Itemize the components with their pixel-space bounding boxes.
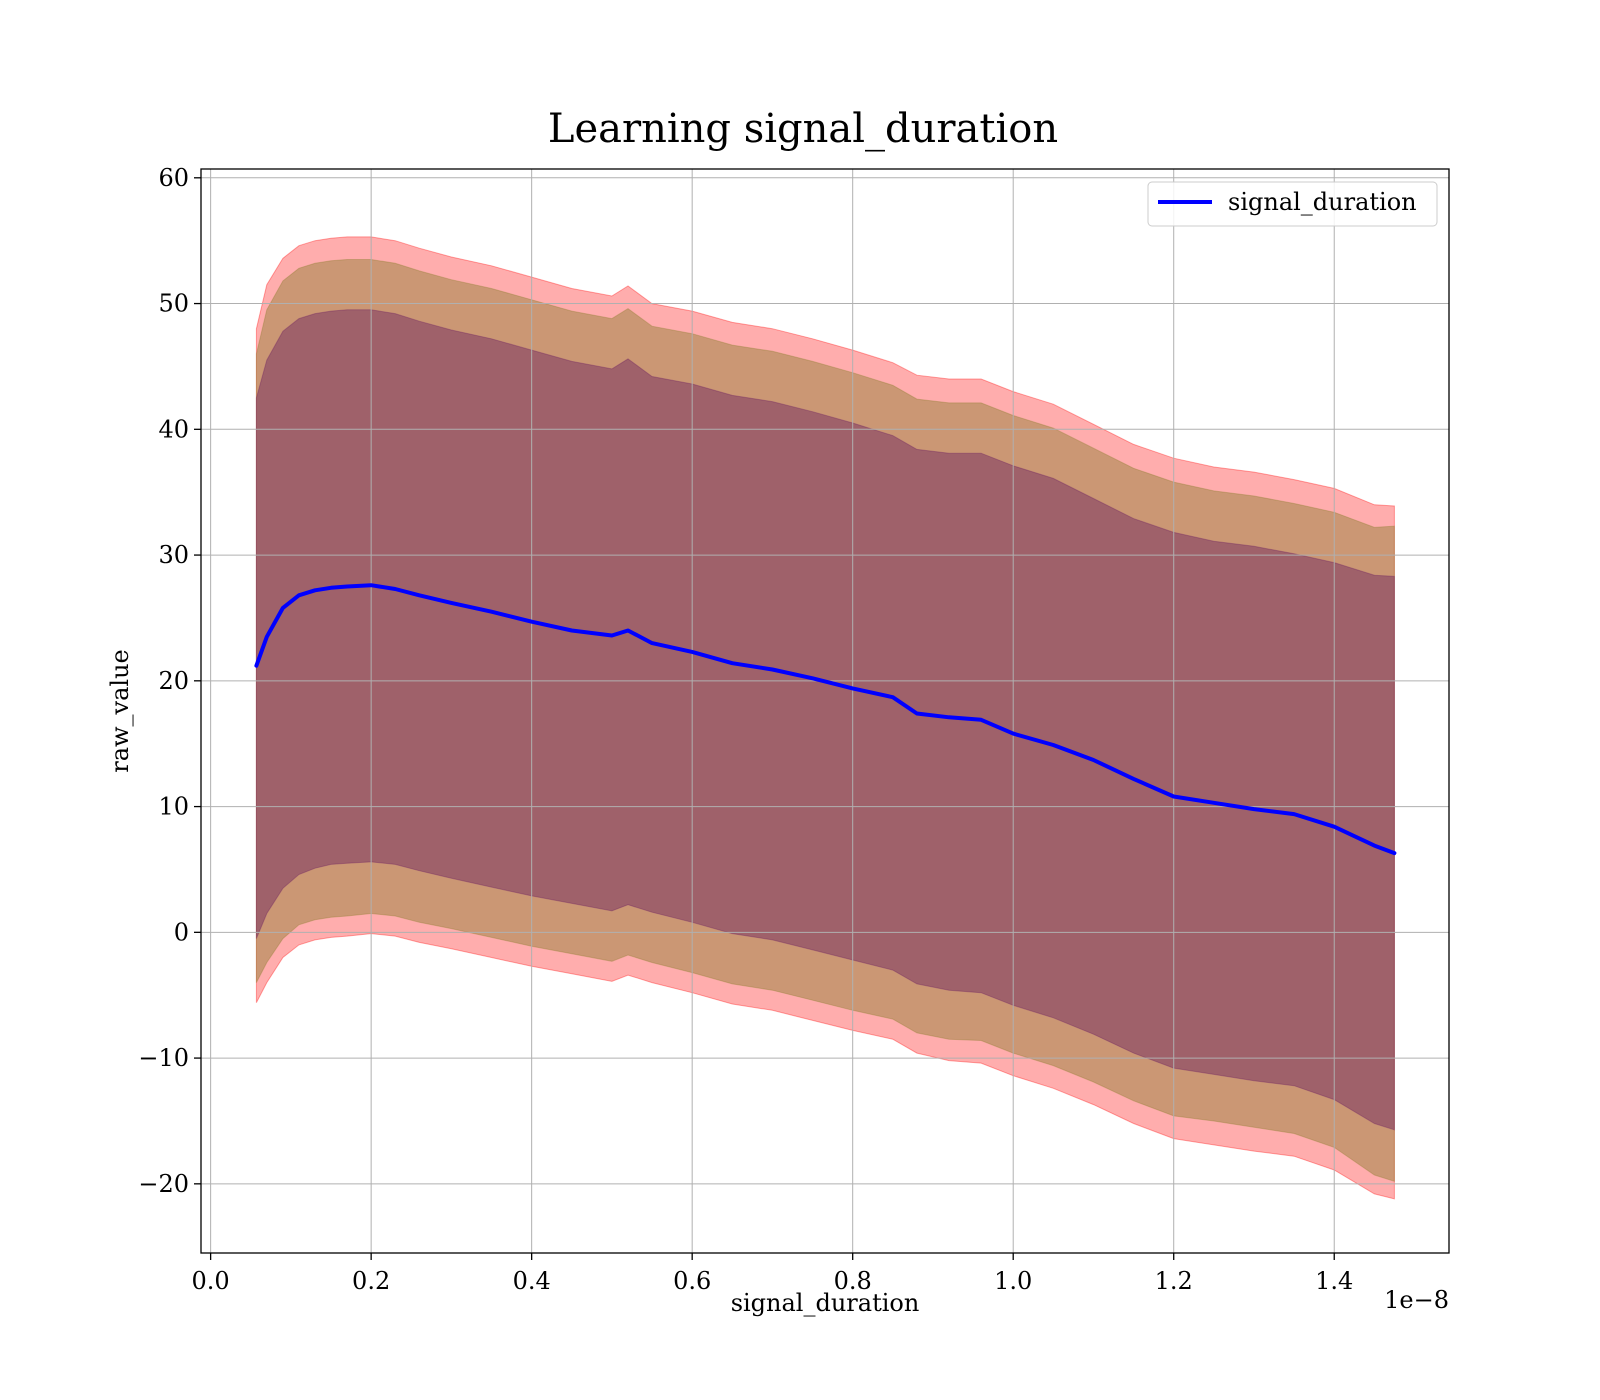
y-tick-label: 20 [158, 667, 189, 695]
band-3-sigma [255, 236, 1395, 1200]
x-offset-label: 1e−8 [1384, 1286, 1449, 1314]
legend: signal_duration [1147, 181, 1438, 227]
x-tick-label: 1.2 [1155, 1267, 1193, 1295]
y-tick-label: 40 [158, 415, 189, 443]
x-axis-label: signal_duration [731, 1289, 920, 1317]
y-tick-label: 60 [158, 164, 189, 192]
x-tick-label: 1.4 [1315, 1267, 1353, 1295]
y-tick-label: 10 [158, 793, 189, 821]
x-tick-label: 0.8 [834, 1267, 872, 1295]
x-tick-label: 0.2 [352, 1267, 390, 1295]
confidence-bands [255, 236, 1395, 1200]
band-1-sigma [255, 309, 1395, 1131]
chart-title: Learning signal_duration [548, 106, 1058, 152]
x-tick-label: 0.4 [513, 1267, 551, 1295]
x-tick-label: 0.0 [192, 1267, 230, 1295]
series-line-signal_duration [254, 583, 1397, 856]
series-lines [254, 583, 1397, 856]
y-tick-label: 50 [158, 290, 189, 318]
x-axis-ticks: 0.0 0.2 0.4 0.6 0.8 1.0 1.2 1.4 [192, 1253, 1353, 1295]
y-tick-label: 30 [158, 541, 189, 569]
plot-frame [200, 168, 1450, 1254]
y-tick-label: 0 [174, 918, 189, 946]
y-tick-label: −20 [138, 1170, 189, 1198]
y-tick-label: −10 [138, 1044, 189, 1072]
x-tick-label: 0.6 [673, 1267, 711, 1295]
x-tick-label: 1.0 [994, 1267, 1032, 1295]
legend-label: signal_duration [1228, 188, 1417, 216]
y-axis-label: raw_value [106, 649, 134, 773]
grid [201, 169, 1449, 1253]
legend-box [1147, 181, 1438, 227]
y-axis-ticks: −20 −10 0 10 20 30 40 50 60 [138, 164, 201, 1198]
